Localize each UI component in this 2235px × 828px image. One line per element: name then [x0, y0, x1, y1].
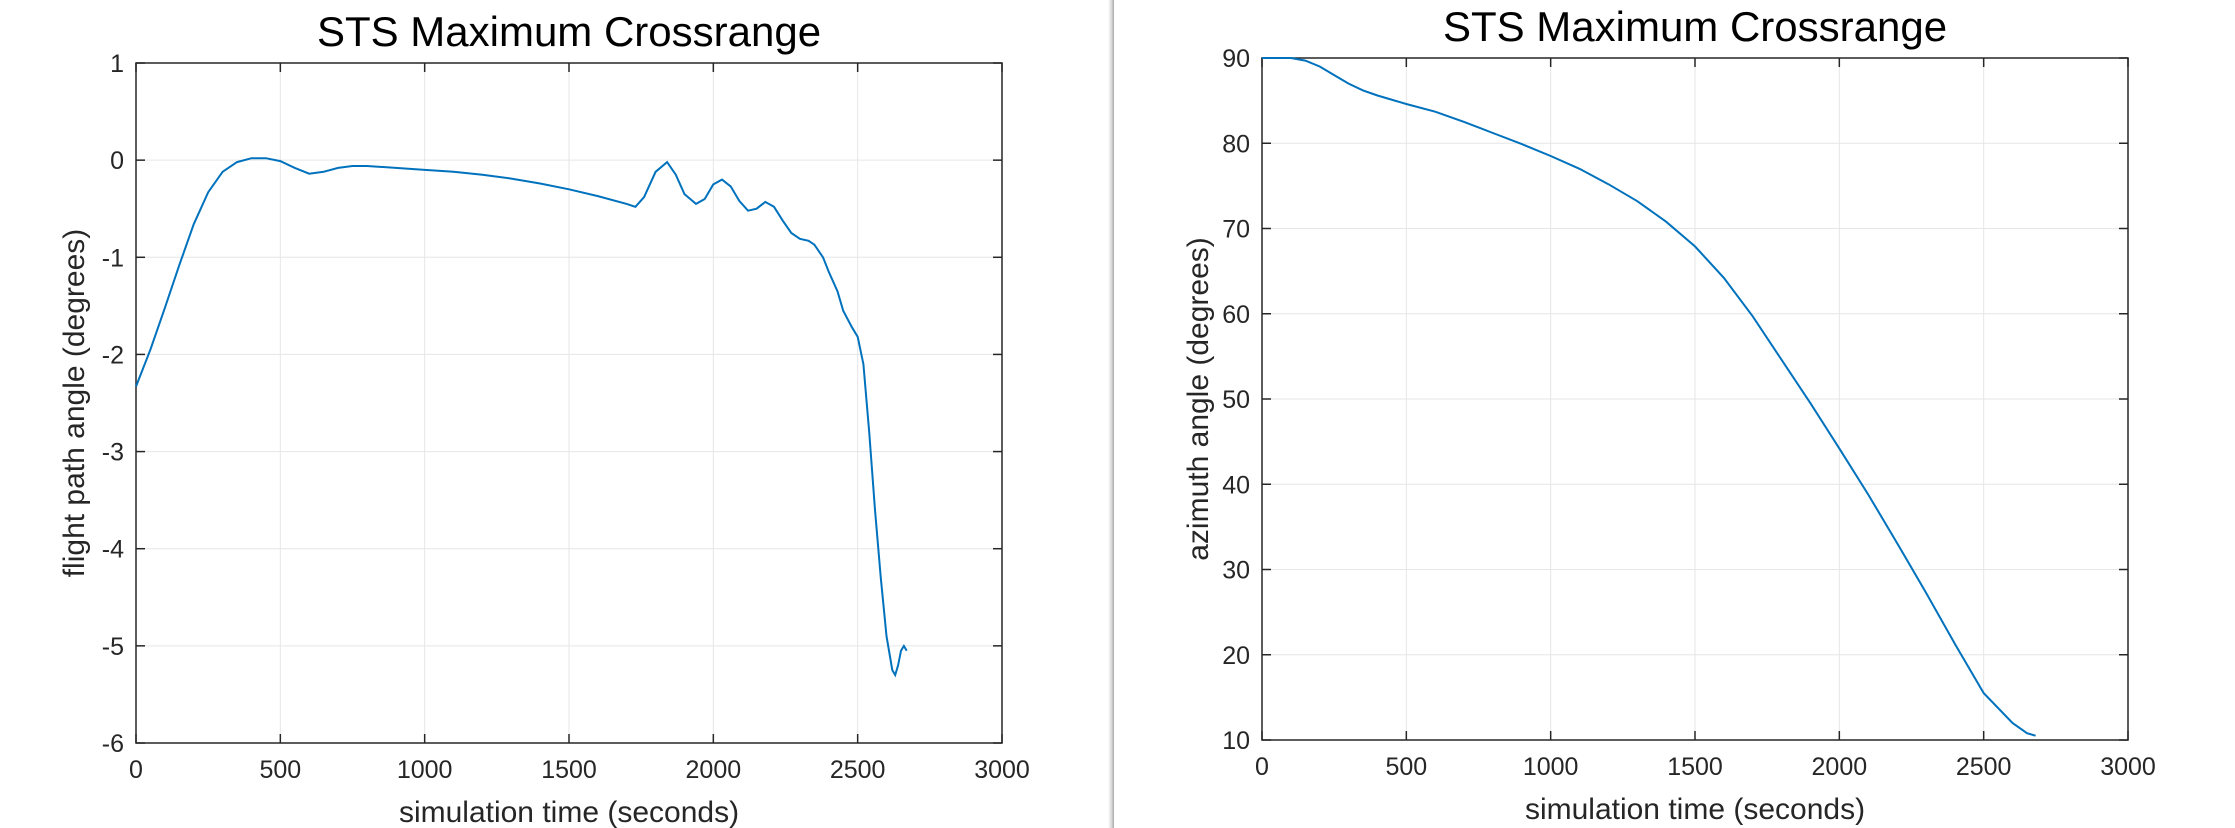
azimuth-angle-series	[1262, 57, 2036, 737]
x-tick-label: 1000	[1523, 753, 1579, 781]
x-tick-label: 500	[1385, 753, 1427, 781]
chart-panel-left: 0 500 1000 1500 2000 2500 3000 -6 -5 -4 -3 -2 -1 0 1 S…	[0, 0, 1110, 828]
y-tick-label: 1	[110, 50, 124, 78]
y-tick-label: 0	[110, 147, 124, 175]
y-tick-label: 10	[1222, 727, 1250, 755]
x-tick-label: 1500	[541, 756, 597, 784]
y-tick-label: -4	[102, 536, 124, 564]
y-tick-label: -6	[102, 730, 124, 758]
window-divider	[1108, 0, 1118, 828]
flight-path-angle-series	[135, 157, 908, 678]
x-tick-label: 2000	[1812, 753, 1868, 781]
x-tick-label: 2500	[1956, 753, 2012, 781]
x-axis-label: simulation time (seconds)	[1525, 793, 1865, 826]
y-tick-label: -5	[102, 633, 124, 661]
chart-panel-right: 0 500 1000 1500 2000 2500 3000 10 20 30 40 50 60 70 80…	[1114, 0, 2235, 828]
y-tick-label: -3	[102, 439, 124, 467]
chart-title: STS Maximum Crossrange	[317, 8, 821, 55]
x-tick-label: 500	[259, 756, 301, 784]
y-tick-label: 60	[1222, 301, 1250, 329]
x-tick-label: 0	[129, 756, 143, 784]
x-axis-label: simulation time (seconds)	[399, 796, 739, 828]
y-tick-label: 40	[1222, 471, 1250, 499]
x-tick-label: 3000	[2100, 753, 2156, 781]
y-tick-label: -2	[102, 341, 124, 369]
y-tick-label: 90	[1222, 45, 1250, 73]
x-tick-label: 2500	[830, 756, 886, 784]
chart-flight-path-angle: 0 500 1000 1500 2000 2500 3000 -6 -5 -4 -3 -2 -1 0 1 S…	[58, 8, 1030, 828]
y-tick-label: 50	[1222, 386, 1250, 414]
y-tick-label: 70	[1222, 216, 1250, 244]
chart-azimuth-angle: 0 500 1000 1500 2000 2500 3000 10 20 30 40 50 60 70 80…	[1182, 3, 2156, 826]
x-tick-label: 0	[1255, 753, 1269, 781]
y-tick-label: 30	[1222, 557, 1250, 585]
x-tick-label: 1500	[1667, 753, 1723, 781]
x-tick-label: 1000	[397, 756, 453, 784]
y-tick-label: 80	[1222, 130, 1250, 158]
y-tick-label: 20	[1222, 642, 1250, 670]
y-axis-label: flight path angle (degrees)	[58, 229, 91, 578]
y-axis-label: azimuth angle (degrees)	[1182, 237, 1215, 561]
y-tick-label: -1	[102, 244, 124, 272]
x-tick-label: 2000	[686, 756, 742, 784]
x-tick-label: 3000	[974, 756, 1030, 784]
chart-title: STS Maximum Crossrange	[1443, 3, 1947, 50]
